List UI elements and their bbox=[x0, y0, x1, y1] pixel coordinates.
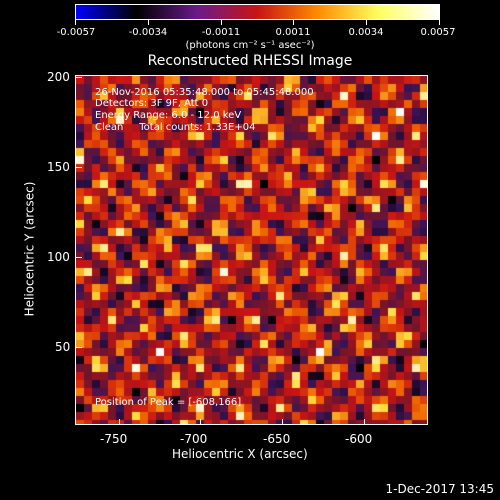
info-clean: Clean Total counts: 1.33E+04 bbox=[95, 122, 256, 133]
x-axis-label: Heliocentric X (arcsec) bbox=[172, 447, 308, 461]
plot-title: Reconstructed RHESSI Image bbox=[147, 53, 353, 69]
y-axis-label: Heliocentric Y (arcsec) bbox=[22, 181, 37, 317]
info-time: 26-Nov-2016 05:35:48.000 to 05:45:48.000 bbox=[95, 87, 314, 98]
colorbar-label: 0.0057 bbox=[420, 27, 456, 38]
colorbar-tick bbox=[221, 20, 222, 25]
colorbar-tick bbox=[148, 20, 149, 25]
colorbar-label: -0.0034 bbox=[128, 27, 168, 38]
rhessi-image bbox=[75, 75, 428, 425]
x-tick bbox=[200, 419, 201, 425]
footer-date: 1-Dec-2017 13:45 bbox=[385, 482, 494, 496]
colorbar-tick bbox=[439, 20, 440, 25]
colorbar-tick bbox=[75, 20, 76, 25]
image-canvas bbox=[76, 76, 427, 424]
colorbar bbox=[75, 4, 440, 20]
y-tick bbox=[76, 347, 82, 348]
y-tick-label: 150 bbox=[47, 160, 70, 174]
x-tick-label: -650 bbox=[263, 432, 291, 446]
colorbar-units: (photons cm⁻² s⁻¹ asec⁻²) bbox=[185, 40, 315, 51]
info-detectors: Detectors: 3F 9F, Att 0 bbox=[95, 98, 209, 109]
colorbar-label: 0.0011 bbox=[275, 27, 311, 38]
y-tick-label: 200 bbox=[47, 70, 70, 84]
x-tick bbox=[282, 419, 283, 425]
y-tick-label: 50 bbox=[55, 340, 71, 354]
colorbar-tick bbox=[293, 20, 294, 25]
colorbar-tick bbox=[366, 20, 367, 25]
y-tick-label: 100 bbox=[47, 250, 70, 264]
x-tick bbox=[119, 419, 120, 425]
y-tick bbox=[76, 167, 82, 168]
y-tick bbox=[76, 77, 82, 78]
x-tick-label: -750 bbox=[100, 432, 128, 446]
y-tick bbox=[76, 257, 82, 258]
peak-position: Position of Peak = [-608,166] bbox=[95, 397, 242, 408]
x-tick-label: -700 bbox=[180, 432, 208, 446]
colorbar-label: -0.0057 bbox=[56, 27, 96, 38]
x-tick bbox=[364, 419, 365, 425]
info-energy: Energy Range: 6.0 - 12.0 keV bbox=[95, 110, 242, 121]
colorbar-label: 0.0034 bbox=[348, 27, 384, 38]
colorbar-label: -0.0011 bbox=[201, 27, 241, 38]
x-tick-label: -600 bbox=[345, 432, 373, 446]
